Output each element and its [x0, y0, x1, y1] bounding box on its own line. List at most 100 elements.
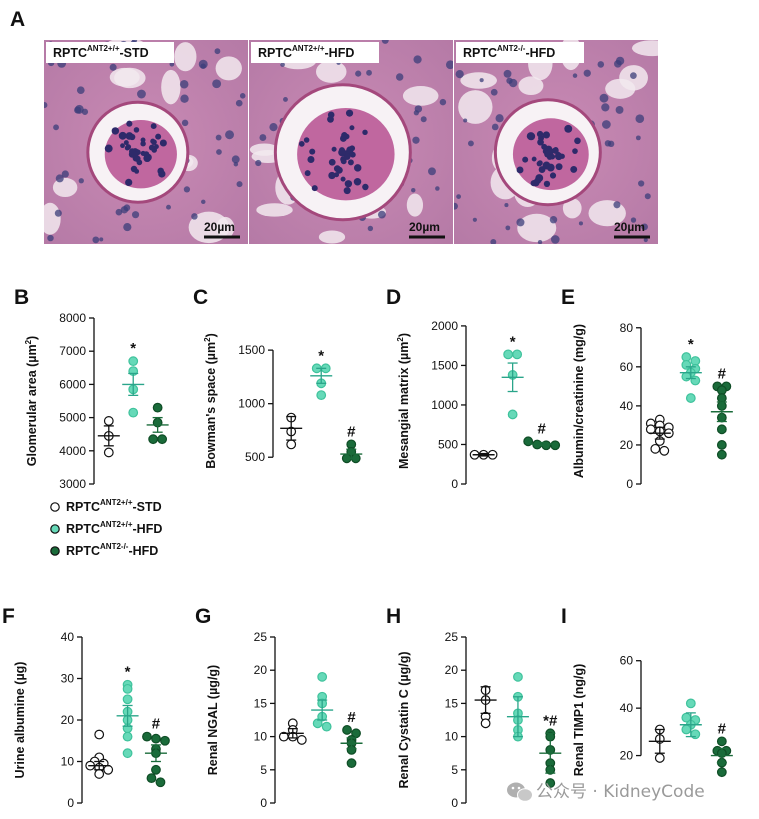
data-point: [342, 725, 352, 735]
data-point: [122, 683, 133, 694]
data-point: [716, 424, 727, 435]
significance-mark: *: [688, 336, 694, 353]
svg-text:20µm: 20µm: [614, 220, 645, 234]
data-point: [128, 356, 139, 367]
y-tick-label: 40: [620, 701, 634, 715]
group-1: [645, 414, 674, 456]
significance-mark: *: [130, 340, 136, 357]
y-tick-label: 4000: [59, 444, 86, 458]
data-point: [317, 671, 328, 682]
panel-letter: G: [195, 605, 211, 628]
y-tick-label: 40: [61, 630, 75, 644]
data-point: [160, 735, 170, 746]
data-point: [507, 409, 518, 420]
panel-letter-a: A: [10, 8, 25, 31]
y-tick-label: 5000: [59, 411, 86, 425]
y-tick-label: 0: [67, 796, 74, 810]
y-tick-label: 60: [620, 654, 634, 668]
y-tick-label: 500: [245, 450, 265, 464]
panel-letter: I: [561, 605, 567, 628]
y-axis-label: Urine albumine (µg): [13, 662, 27, 779]
chart-c: C 500 1000 1500 Bowman's space (µm2) * #: [193, 286, 363, 469]
data-point: [122, 748, 133, 759]
data-point: [94, 769, 105, 779]
data-point: [545, 778, 556, 788]
data-point: [346, 758, 357, 769]
chart-i: I 20 40 60 Renal TIMP1 (ng/g) #: [561, 605, 733, 778]
legend-label: RPTCANT2-/--HFD: [66, 542, 158, 558]
data-point: [480, 718, 491, 729]
legend: RPTCANT2+/+-STD RPTCANT2+/+-HFD RPTCANT2-/…: [50, 498, 162, 558]
group-3: #: [340, 423, 363, 464]
y-tick-label: 3000: [59, 477, 86, 491]
data-point: [321, 721, 332, 732]
group-3: *#: [539, 712, 562, 788]
micrograph-1: RPTCANT2+/+-STD 20µm: [44, 40, 248, 244]
micrograph-2: RPTCANT2+/+-HFD 20µm: [249, 40, 453, 244]
data-point: [523, 436, 534, 447]
y-axis-label: Renal Cystatin C (µg/g): [397, 651, 411, 788]
y-tick-label: 6000: [59, 377, 86, 391]
panel-letter: E: [561, 286, 575, 309]
y-tick-label: 80: [620, 321, 634, 335]
data-point: [103, 416, 114, 426]
panel-letter: H: [386, 605, 401, 628]
legend-item: RPTCANT2+/+-HFD: [50, 520, 162, 536]
group-3: #: [340, 709, 363, 769]
svg-text:RPTCANT2-/--HFD: RPTCANT2-/--HFD: [463, 44, 555, 60]
y-tick-label: 20: [61, 713, 75, 727]
y-tick-label: 5: [451, 763, 458, 777]
y-tick-label: 20: [254, 663, 268, 677]
panel-letter: D: [386, 286, 401, 309]
y-tick-label: 20: [620, 438, 634, 452]
significance-mark: #: [538, 420, 547, 437]
significance-mark: *#: [543, 712, 558, 729]
group-3: #: [142, 716, 170, 788]
svg-text:20µm: 20µm: [409, 220, 440, 234]
y-tick-label: 500: [438, 437, 458, 451]
data-point: [650, 443, 661, 454]
data-point: [716, 440, 727, 450]
group-1: [474, 685, 497, 729]
y-tick-label: 0: [451, 796, 458, 810]
group-2: *: [679, 336, 702, 403]
data-point: [142, 731, 152, 742]
group-3: #: [710, 720, 733, 778]
y-axis-label: Bowman's space (µm2): [203, 333, 218, 469]
chart-b: B 3000 4000 5000 6000 7000 8000 Glomerular area…: [14, 286, 169, 491]
significance-mark: *: [510, 333, 516, 350]
legend-item: RPTCANT2-/--HFD: [50, 542, 158, 558]
y-tick-label: 10: [254, 730, 268, 744]
data-point: [550, 440, 561, 451]
y-tick-label: 7000: [59, 344, 86, 358]
legend-label: RPTCANT2+/+-STD: [66, 498, 162, 514]
micrograph-label: RPTCANT2+/+-STD: [46, 42, 174, 63]
data-point: [513, 671, 523, 682]
data-point: [681, 371, 692, 382]
data-point: [685, 698, 696, 709]
chart-d: D 0 500 1000 1500 2000 Mesangial matrix (µm2) *…: [386, 286, 561, 491]
data-point: [503, 349, 514, 360]
significance-mark: #: [152, 716, 161, 733]
scale-bar: 20µm: [409, 220, 445, 239]
chart-f: F 0 10 20 30 40 Urine albumine (µg) * #: [2, 605, 170, 810]
legend-marker: [50, 546, 60, 556]
data-point: [148, 434, 159, 445]
group-3: #: [710, 365, 733, 460]
y-tick-label: 15: [445, 696, 459, 710]
data-point: [296, 735, 307, 745]
micrograph-row: RPTCANT2+/+-STD20µmRPTCANT2+/+-HFD20µmRP…: [44, 40, 658, 244]
data-point: [716, 736, 727, 747]
y-tick-label: 8000: [59, 311, 86, 325]
data-point: [151, 733, 161, 744]
watermark: 公众号 · KidneyCode: [507, 782, 705, 802]
panel-letter: F: [2, 605, 15, 628]
y-axis-label: Renal NGAL (µg/g): [206, 665, 220, 775]
significance-mark: #: [718, 720, 727, 737]
data-point: [122, 731, 133, 742]
micrograph-3: RPTCANT2-/--HFD 20µm: [454, 40, 658, 244]
y-tick-label: 0: [626, 477, 633, 491]
y-axis-label: Albumin/creatinine (mg/g): [572, 324, 586, 478]
